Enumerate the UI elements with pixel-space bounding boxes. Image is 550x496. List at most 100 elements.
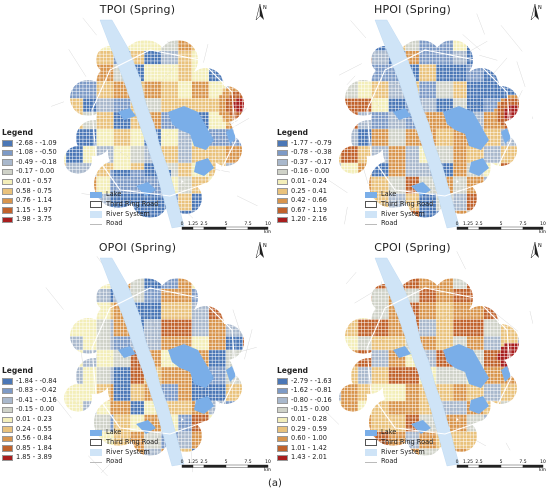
legend-swatch	[2, 207, 13, 214]
legend-row: 0.01 - 0.28	[277, 415, 332, 425]
legend-swatch	[2, 406, 13, 414]
legend-row: 1.15 - 1.97	[2, 206, 57, 216]
scale-segment	[247, 226, 269, 230]
legend-label: 1.20 - 2.16	[291, 215, 327, 224]
feature-label: River System	[106, 209, 150, 218]
legend-label: -0.83 - -0.42	[16, 386, 57, 395]
legend-swatch	[2, 140, 13, 147]
legend-row: -0.17 - 0.00	[2, 167, 57, 177]
scale-segment	[181, 464, 194, 468]
legend-label: 0.29 - 0.59	[291, 424, 327, 433]
river	[99, 19, 185, 229]
legend-label: 0.01 - 0.24	[291, 176, 327, 185]
legend-label: 0.01 - 0.28	[291, 414, 327, 423]
scale-label: 7.5	[244, 459, 251, 465]
feature-swatch	[365, 201, 377, 208]
feature-label: Lake	[106, 428, 122, 436]
feature-swatch	[365, 223, 377, 225]
legend-swatch	[277, 406, 288, 414]
legend-swatch	[277, 149, 288, 157]
legend-row: 1.85 - 3.89	[2, 453, 57, 463]
feature-label: Road	[106, 219, 123, 228]
legend-title: Legend	[2, 128, 34, 137]
legend-swatch	[2, 168, 13, 176]
feature-legend-row: Lake	[365, 190, 433, 200]
lakes	[118, 106, 236, 196]
legend-row: 0.25 - 0.41	[277, 187, 332, 197]
legend-label: 0.76 - 1.14	[16, 196, 52, 205]
legend-row: -0.16 - 0.00	[277, 167, 332, 177]
scale-bar: 0 1.25 2.5 5 7.5 10 km	[456, 221, 546, 235]
legend-row: -0.15 - 0.00	[2, 405, 57, 415]
scale-segment	[467, 464, 480, 468]
feature-label: Road	[381, 457, 398, 466]
scale-unit: km	[264, 467, 271, 473]
legend-label: 1.15 - 1.97	[16, 205, 52, 214]
scale-label: 7.5	[519, 459, 526, 465]
feature-swatch	[90, 211, 102, 218]
feature-swatch	[90, 191, 102, 199]
legend-row: 0.01 - 0.57	[2, 177, 57, 187]
legend-swatch	[277, 387, 288, 395]
legend-row: 1.01 - 1.42	[277, 444, 332, 454]
legend-swatch	[2, 178, 13, 186]
legend-swatch	[277, 216, 288, 224]
legend-row: 0.67 - 1.19	[277, 206, 332, 216]
legend-swatch	[277, 140, 288, 147]
legend-label: 1.43 - 2.01	[291, 453, 327, 462]
scale-label: 10	[265, 459, 271, 465]
panel-title: OPOI (Spring)	[98, 241, 177, 254]
legend-row: -0.80 - -0.16	[277, 396, 332, 406]
feature-label: Third Ring Road	[381, 437, 434, 446]
legend-swatch	[277, 397, 288, 404]
feature-legend-row: River System	[365, 210, 433, 220]
feature-legend-row: Road	[90, 219, 158, 229]
legend-title: Legend	[2, 366, 34, 375]
legend-swatch	[277, 454, 288, 462]
legend-swatch	[2, 188, 13, 195]
feature-label: River System	[381, 209, 425, 218]
legend-label: -0.80 - -0.16	[291, 395, 332, 404]
legend-swatch	[277, 207, 288, 214]
north-arrow-icon: N	[528, 240, 542, 262]
scale-label: 2.5	[475, 221, 482, 227]
legend-label: -1.08 - -0.50	[16, 148, 57, 157]
legend-swatch	[277, 426, 288, 433]
legend-row: 0.24 - 0.55	[2, 425, 57, 435]
feature-label: Third Ring Road	[106, 437, 159, 446]
scale-label: 7.5	[244, 221, 251, 227]
map-panel-hpoi: HPOI (Spring) N Legend -1.77 - -0.79 -0.78…	[275, 0, 550, 238]
legend-swatch	[277, 178, 288, 186]
scale-label: 0	[181, 221, 184, 227]
feature-swatch	[365, 191, 377, 199]
north-label: N	[538, 243, 542, 249]
scale-label: 10	[540, 459, 546, 465]
legend-swatch	[2, 387, 13, 395]
scale-segment	[522, 226, 544, 230]
legend-row: 0.85 - 1.84	[2, 444, 57, 454]
legend-swatch	[2, 454, 13, 462]
choropleth-map	[51, 17, 258, 229]
scale-segment	[192, 226, 205, 230]
legend-swatch	[2, 445, 13, 452]
legend-label: 0.25 - 0.41	[291, 186, 327, 195]
feature-label: Lake	[381, 190, 397, 198]
legend-title: Legend	[277, 128, 309, 137]
third-ring-road	[91, 49, 237, 197]
legend-row: -0.41 - -0.16	[2, 396, 57, 406]
river	[374, 257, 460, 467]
legend-label: -0.78 - -0.38	[291, 148, 332, 157]
legend-label: -0.37 - -0.17	[291, 157, 332, 166]
legend-swatch	[2, 149, 13, 157]
feature-legend-row: Lake	[365, 428, 433, 438]
scale-label: 1.25	[463, 459, 473, 465]
legend-swatch	[2, 216, 13, 224]
feature-legend-row: Road	[365, 219, 433, 229]
scale-bar: 0 1.25 2.5 5 7.5 10 km	[181, 459, 271, 473]
scale-label: 10	[265, 221, 271, 227]
legend-row: -2.79 - -1.63	[277, 377, 332, 387]
feature-label: Lake	[381, 428, 397, 436]
legend-label: -0.17 - 0.00	[16, 167, 55, 176]
legend-swatch	[277, 197, 288, 205]
feature-legend-row: River System	[365, 448, 433, 458]
